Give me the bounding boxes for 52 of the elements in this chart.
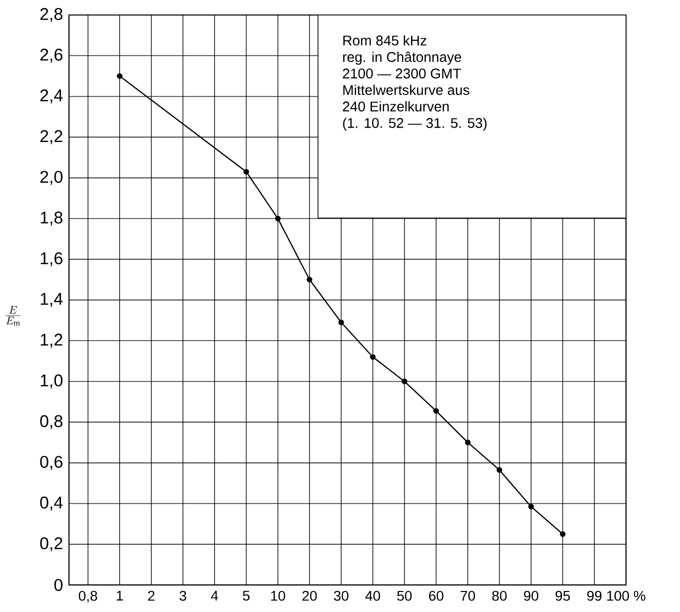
y-tick-label: 2,4 — [40, 89, 63, 104]
y-tick-label: 2,0 — [40, 170, 62, 185]
x-tick-label: 3 — [180, 590, 186, 601]
annotation: Rom 845 kHz — [343, 35, 426, 46]
y-tick-label: 0,8 — [40, 415, 62, 430]
x-tick-label: 5 — [242, 590, 250, 601]
x-tick-label: 80 — [492, 590, 507, 601]
point — [338, 320, 344, 326]
point — [528, 504, 534, 510]
y-tick-label: 1,4 — [40, 293, 63, 307]
point — [496, 467, 502, 473]
y-tick-label: 2,8 — [40, 8, 62, 22]
annotation: (1. 10. 52 — 31. 5. 53) — [343, 118, 487, 131]
x-tick-label: 1 — [116, 590, 123, 600]
x-tick-label: 90 — [524, 590, 538, 601]
point — [402, 378, 408, 384]
x-tick-label: 0,8 — [78, 590, 98, 602]
x-tick-label: 60 — [429, 590, 444, 601]
annotation: 2100 — 2300 GMT — [342, 68, 461, 78]
x-tick-label: 99 — [587, 590, 602, 601]
y-tick-label: 1,6 — [40, 252, 62, 266]
point — [370, 354, 376, 360]
y-axis-title: $\frac{E}{E_{\mathrm{m}}}$ — [6, 306, 20, 326]
y-tick-label: 2,6 — [40, 48, 62, 63]
point — [243, 168, 250, 175]
y-tick-label: 1,8 — [40, 212, 62, 226]
x-tick-label: 2 — [148, 590, 154, 601]
y-tick-label: 1,0 — [40, 374, 62, 388]
x-tick-label: 30 — [334, 590, 348, 601]
x-tick-label: 10 — [271, 590, 286, 601]
y-tick-label: 0,4 — [40, 496, 63, 511]
x-tick-label: 50 — [397, 590, 412, 601]
x-tick-label: 4 — [211, 590, 218, 600]
y-tick-label: 1,2 — [40, 334, 62, 348]
x-tick-label: 70 — [460, 590, 476, 601]
point — [560, 531, 566, 537]
point — [306, 276, 312, 282]
y-tick-label: 0,6 — [40, 456, 62, 470]
point — [464, 440, 471, 446]
point — [433, 408, 439, 414]
y-tick-label: 0,2 — [40, 537, 62, 552]
annotation: 240 Einzelkurven — [342, 101, 449, 112]
point — [275, 216, 281, 222]
annotation: reg. in Châtonnaye — [343, 52, 462, 65]
x-tick-label: 95 — [556, 590, 570, 601]
point — [116, 73, 122, 79]
x-tick-label: 100 % — [607, 590, 646, 601]
x-tick-label: 40 — [365, 590, 380, 601]
y-tick-label: 0 — [54, 578, 62, 592]
x-tick-label: 20 — [302, 590, 317, 601]
y-tick-label: 2,2 — [40, 130, 62, 144]
annotation: Mittelwertskurve aus — [343, 84, 470, 95]
